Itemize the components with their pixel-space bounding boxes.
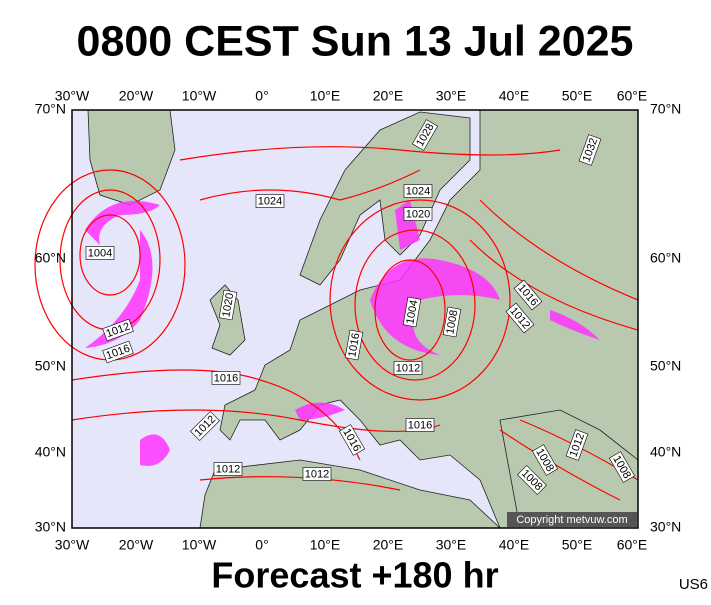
lon-label: 50°E [562,537,593,553]
isobar-label: 1004 [88,247,112,259]
lat-label: 40°N [650,444,681,460]
lat-label: 50°N [35,358,66,374]
lat-label: 30°N [35,519,66,535]
isobar-label: 1012 [216,463,240,475]
forecast-label: Forecast +180 hr [211,555,498,596]
isobar-label-group: 1024 [255,194,285,208]
isobar-label: 1024 [258,195,282,207]
isobar-label-box [517,465,547,495]
isobar-label-box [102,340,134,364]
lon-label: 60°E [617,88,648,104]
lat-label: 70°N [35,101,66,117]
isobar-label: 1020 [220,292,236,318]
lon-label: 40°E [499,88,530,104]
isobar-label-box [218,289,238,321]
isobar-label-group: 1016 [211,371,241,385]
lon-label: 0° [255,88,268,104]
lon-label: 20°E [373,88,404,104]
isobar-label-box [403,184,433,198]
lat-label: 70°N [650,101,681,117]
isobar-label: 1012 [396,362,420,374]
isobar-label-group: 1008 [442,306,462,338]
precipitation [85,200,600,466]
isobar-label: 1020 [406,208,430,220]
lon-label: 30°E [436,537,467,553]
isobar-label-box [85,246,115,260]
lon-label: 10°E [310,88,341,104]
isobar-label-group: 1012 [302,467,332,481]
isobar-label-box [102,318,134,342]
map-code: US6 [679,576,708,593]
isobar-label-group: 1016 [344,329,364,361]
isobar-label-box [608,451,636,483]
isobar-label-box [302,467,332,481]
isobar-label-box [442,306,462,338]
isobar-label-box [505,302,535,334]
lon-label: 10°W [182,537,217,553]
isobar-label-box [578,134,602,166]
lat-label: 40°N [35,444,66,460]
lat-label: 50°N [650,358,681,374]
copyright: Copyright metvuw.com [516,514,627,526]
isobar-label-box [255,194,285,208]
isobar-label: 1016 [214,372,238,384]
isobar-label-box [393,361,423,375]
lon-label: 50°E [562,88,593,104]
title: 0800 CEST Sun 13 Jul 2025 [77,17,634,65]
isobar-label-box [403,207,433,221]
isobar-label-group: 1020 [403,207,433,221]
isobar-label-box [411,119,439,151]
isobar-label-box [344,329,364,361]
isobar-label-box [531,444,559,476]
lon-label: 10°E [310,537,341,553]
lon-label: 20°E [373,537,404,553]
isobar-label-box [211,371,241,385]
isobar-label: 1012 [305,468,329,480]
lat-label: 60°N [35,250,66,266]
lon-label: 30°W [55,88,90,104]
isobar-label: 1024 [406,185,430,197]
lon-label: 40°E [499,537,530,553]
isobar-label-group: 1012 [393,361,423,375]
lat-label: 30°N [650,519,681,535]
copyright-box [507,512,637,527]
isobar-label-box [338,424,366,456]
map-frame [71,109,639,529]
isobar-label: 1016 [408,419,432,431]
lon-label: 30°E [436,88,467,104]
isobar-label-group: 1004 [402,296,422,328]
isobar-label: 1004 [404,299,420,325]
isobar-label-group: 1012 [213,462,243,476]
isobar-label-box [213,462,243,476]
isobar-label: 1016 [346,332,362,358]
isobar-label-group: 1020 [218,289,238,321]
isobar-label-box [190,411,220,441]
isobar-label-box [513,279,543,311]
lon-label: 30°W [55,537,90,553]
isobar-label-group: 1024 [403,184,433,198]
lat-label: 60°N [650,250,681,266]
lon-label: 10°W [182,88,217,104]
isobar-label-group: 1004 [85,246,115,260]
isobar-label-group: 1016 [405,418,435,432]
isobar-label: 1008 [444,309,460,335]
land [87,109,639,529]
lon-label: 60°E [617,537,648,553]
lon-label: 20°W [119,88,154,104]
isobar-label-box [402,296,422,328]
isobar-label-box [565,429,589,461]
isobar-label-box [405,418,435,432]
lon-label: 20°W [119,537,154,553]
lon-label: 0° [255,537,268,553]
